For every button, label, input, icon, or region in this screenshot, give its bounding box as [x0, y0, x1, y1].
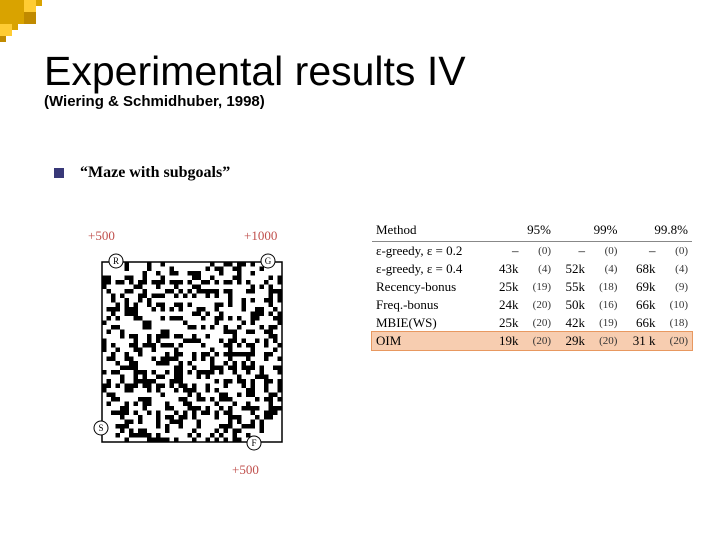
table-cell: 69k	[621, 278, 659, 296]
table-cell: Freq.-bonus	[372, 296, 489, 314]
table-cell: (4)	[659, 260, 692, 278]
decor-square	[0, 0, 24, 24]
citation: (Wiering & Schmidhuber, 1998)	[44, 93, 466, 110]
table-cell: 50k	[555, 296, 589, 314]
table-cell: 66k	[621, 296, 659, 314]
table-cell: (10)	[659, 296, 692, 314]
table-cell: (18)	[589, 278, 622, 296]
decor-square	[12, 24, 18, 30]
table-row: Recency-bonus25k(19)55k(18)69k(9)	[372, 278, 692, 296]
bullet-text: “Maze with subgoals”	[80, 164, 230, 182]
table-cell: ε-greedy, ε = 0.2	[372, 242, 489, 261]
bullet-icon	[54, 168, 64, 178]
corner-decoration	[0, 0, 60, 48]
table-header-cell: 99.8%	[621, 221, 692, 242]
table-cell: 19k	[489, 332, 523, 350]
table-cell: (9)	[659, 278, 692, 296]
decor-square	[0, 24, 12, 36]
table-cell: (20)	[522, 314, 555, 332]
table-header-cell: 95%	[489, 221, 555, 242]
table-cell: (19)	[589, 314, 622, 332]
svg-text:F: F	[251, 438, 256, 448]
table-cell: OIM	[372, 332, 489, 350]
table-cell: (20)	[522, 332, 555, 350]
table-cell: 43k	[489, 260, 523, 278]
table-row: OIM19k(20)29k(20)31 k(20)	[372, 332, 692, 350]
maze-reward-bottom: +500	[232, 462, 259, 478]
svg-text:S: S	[98, 423, 103, 433]
table-cell: –	[555, 242, 589, 261]
maze-reward-top-left: +500	[88, 228, 115, 244]
svg-text:R: R	[113, 256, 119, 266]
table-header-row: Method95%99%99.8%	[372, 221, 692, 242]
table-header-cell: Method	[372, 221, 489, 242]
results-table: Method95%99%99.8% ε-greedy, ε = 0.2–(0)–…	[372, 221, 692, 350]
table-row: ε-greedy, ε = 0.443k(4)52k(4)68k(4)	[372, 260, 692, 278]
table-cell: 68k	[621, 260, 659, 278]
table-cell: 29k	[555, 332, 589, 350]
table-cell: (20)	[589, 332, 622, 350]
table-cell: 31 k	[621, 332, 659, 350]
table-cell: (19)	[522, 278, 555, 296]
bullet-row: “Maze with subgoals”	[54, 164, 230, 182]
table-cell: 25k	[489, 278, 523, 296]
table-cell: Recency-bonus	[372, 278, 489, 296]
table-row: MBIE(WS)25k(20)42k(19)66k(18)	[372, 314, 692, 332]
results-table-area: Method95%99%99.8% ε-greedy, ε = 0.2–(0)–…	[372, 221, 692, 350]
table-cell: (20)	[659, 332, 692, 350]
table-cell: (16)	[589, 296, 622, 314]
table-cell: –	[489, 242, 523, 261]
svg-text:G: G	[265, 256, 272, 266]
table-cell: (0)	[659, 242, 692, 261]
table-body: ε-greedy, ε = 0.2–(0)–(0)–(0)ε-greedy, ε…	[372, 242, 692, 351]
table-cell: 25k	[489, 314, 523, 332]
table-cell: ε-greedy, ε = 0.4	[372, 260, 489, 278]
title-block: Experimental results IV (Wiering & Schmi…	[44, 48, 466, 110]
table-cell: (4)	[522, 260, 555, 278]
decor-square	[24, 0, 36, 12]
decor-square	[36, 0, 42, 6]
table-cell: 24k	[489, 296, 523, 314]
table-cell: (20)	[522, 296, 555, 314]
table-cell: 55k	[555, 278, 589, 296]
table-cell: 42k	[555, 314, 589, 332]
table-row: Freq.-bonus24k(20)50k(16)66k(10)	[372, 296, 692, 314]
table-header-cell: 99%	[555, 221, 621, 242]
maze-svg: R G S F	[88, 248, 296, 456]
table-cell: 66k	[621, 314, 659, 332]
table-cell: –	[621, 242, 659, 261]
decor-square	[0, 36, 6, 42]
page-title: Experimental results IV	[44, 48, 466, 95]
table-cell: (0)	[589, 242, 622, 261]
table-cell: (18)	[659, 314, 692, 332]
table-row: ε-greedy, ε = 0.2–(0)–(0)–(0)	[372, 242, 692, 261]
table-cell: 52k	[555, 260, 589, 278]
table-cell: (4)	[589, 260, 622, 278]
table-cell: (0)	[522, 242, 555, 261]
maze-reward-top-right: +1000	[244, 228, 277, 244]
table-cell: MBIE(WS)	[372, 314, 489, 332]
decor-square	[24, 12, 36, 24]
